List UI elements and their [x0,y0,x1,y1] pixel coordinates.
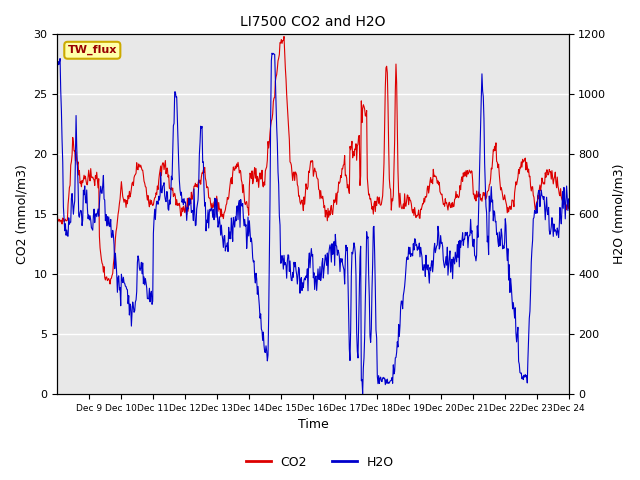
Title: LI7500 CO2 and H2O: LI7500 CO2 and H2O [240,15,386,29]
Y-axis label: CO2 (mmol/m3): CO2 (mmol/m3) [15,164,28,264]
Legend: CO2, H2O: CO2, H2O [241,451,399,474]
X-axis label: Time: Time [298,419,328,432]
Text: TW_flux: TW_flux [68,45,117,55]
Y-axis label: H2O (mmol/m3): H2O (mmol/m3) [612,164,625,264]
